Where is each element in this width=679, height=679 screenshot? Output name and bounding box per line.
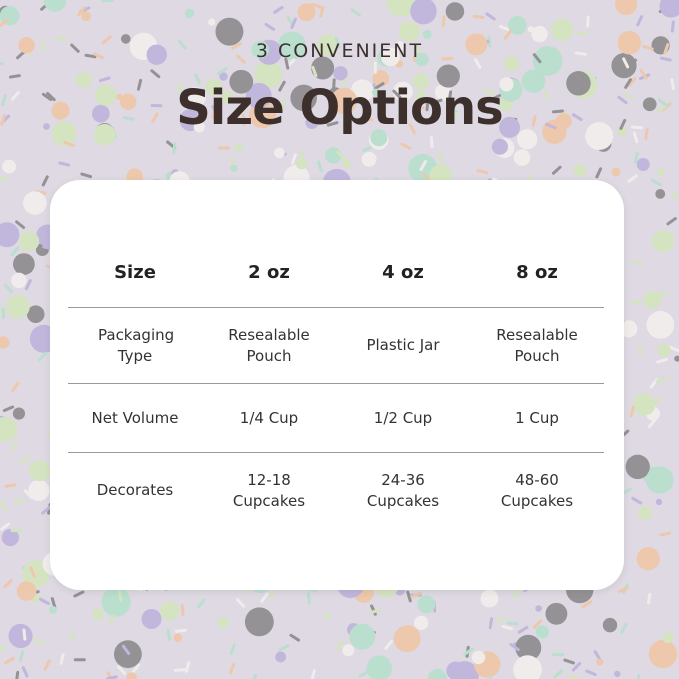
row-label: Net Volume bbox=[91, 408, 179, 427]
column-header: Size bbox=[114, 261, 156, 283]
table-cell: 24-36 Cupcakes bbox=[366, 470, 440, 510]
table-cell: 1/2 Cup bbox=[373, 408, 433, 427]
divider bbox=[68, 452, 604, 453]
table-cell: 12-18 Cupcakes bbox=[232, 470, 306, 510]
column-header: 2 oz bbox=[248, 261, 290, 283]
size-table-card: Size 2 oz 4 oz 8 oz Packaging Type Resea… bbox=[50, 180, 624, 590]
table-cell: Resealable Pouch bbox=[496, 325, 578, 365]
divider bbox=[68, 307, 604, 308]
table-header-row: Size 2 oz 4 oz 8 oz bbox=[68, 250, 604, 294]
table-row: Net Volume 1/4 Cup 1/2 Cup 1 Cup bbox=[68, 384, 604, 452]
table-cell: 48-60 Cupcakes bbox=[500, 470, 574, 510]
row-label: Packaging Type bbox=[98, 325, 175, 365]
table-cell: 1/4 Cup bbox=[239, 408, 299, 427]
subtitle: 3 CONVENIENT bbox=[255, 40, 424, 62]
table-row: Decorates 12-18 Cupcakes 24-36 Cupcakes … bbox=[68, 453, 604, 528]
table-row: Packaging Type Resealable Pouch Plastic … bbox=[68, 308, 604, 383]
row-label: Decorates bbox=[96, 481, 174, 499]
column-header: 8 oz bbox=[516, 261, 558, 283]
divider bbox=[68, 383, 604, 384]
table-cell: 1 Cup bbox=[515, 408, 559, 427]
page-title: Size Options bbox=[176, 80, 504, 136]
table-cell: Plastic Jar bbox=[366, 336, 440, 354]
table-cell: Resealable Pouch bbox=[228, 325, 310, 365]
column-header: 4 oz bbox=[382, 261, 424, 283]
